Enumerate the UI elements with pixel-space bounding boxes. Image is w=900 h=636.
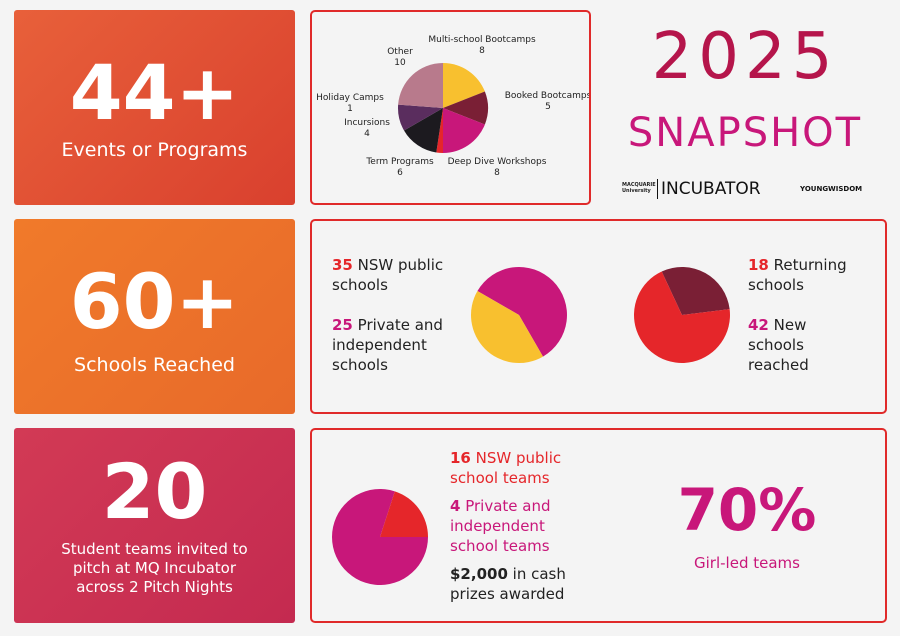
stat-label: Schools Reached [74, 354, 235, 376]
slice-value: 1 [347, 104, 353, 114]
number: 42 [748, 316, 769, 334]
slice-label: Other [387, 47, 413, 57]
stat-tile: 20 Student teams invited to pitch at MQ … [14, 428, 295, 623]
stat-value: 20 [101, 447, 208, 536]
school-type-pie [471, 267, 567, 363]
pie-slice [436, 108, 443, 153]
logo: INCUBATOR [657, 179, 761, 199]
pie-slice [398, 104, 443, 131]
legend-text: 25 Private and independent schools [332, 315, 462, 375]
pie-slice [471, 291, 543, 363]
number: 16 [450, 449, 471, 467]
stat-tile: 60+ Schools Reached [14, 219, 295, 414]
stat-tile: 44+ Events or Programs [14, 10, 295, 205]
stat-label: Events or Programs [61, 139, 248, 161]
label: Returning schools [748, 256, 847, 294]
stat-value: 44+ [69, 48, 240, 137]
legend-text: 18 Returning schools [748, 255, 858, 295]
pie-slice [443, 108, 485, 153]
slice-value: 6 [397, 168, 403, 178]
logo: MACQUARIE University [622, 182, 656, 194]
pie-slice [443, 91, 488, 125]
legend-text: 42 New schools reached [748, 315, 838, 375]
stat-label: Student teams invited to pitch at MQ Inc… [61, 540, 248, 596]
pie-slice [398, 63, 443, 108]
number: $2,000 [450, 565, 508, 583]
label: NSW public schools [332, 256, 444, 294]
slice-label: Multi-school Bootcamps [428, 35, 536, 45]
snapshot: SNAPSHOT [627, 110, 863, 156]
slice-label: Holiday Camps [316, 93, 384, 103]
label: NSW public school teams [450, 449, 562, 487]
pie-slice [443, 63, 485, 108]
slice-label: Term Programs [365, 157, 434, 167]
number: 25 [332, 316, 353, 334]
slice-value: 5 [545, 102, 551, 112]
pie-slice [380, 491, 428, 537]
slice-value: 8 [494, 168, 500, 178]
number: 4 [450, 497, 461, 515]
pie-slice [404, 108, 443, 153]
label: Private and independent school teams [450, 497, 551, 555]
girl-led-value: 70% [677, 476, 817, 544]
year: 2025 [651, 20, 839, 94]
legend-text: 4 Private and independent school teams [450, 496, 570, 556]
pie-slice [661, 267, 730, 315]
legend-text: 35 NSW public schools [332, 255, 462, 295]
slice-label: Incursions [344, 118, 390, 128]
teams-pie [332, 489, 428, 585]
slice-value: 4 [364, 129, 370, 139]
number: 35 [332, 256, 353, 274]
pie-slice [477, 267, 567, 357]
returning-pie [634, 267, 730, 363]
slice-label: Deep Dive Workshops [448, 157, 547, 167]
legend-text: 16 NSW public school teams [450, 448, 590, 488]
logo: YOUNGWISDOM [800, 185, 863, 193]
girl-led-label: Girl-led teams [694, 554, 800, 572]
stat-value: 60+ [69, 257, 240, 346]
schools-box: 35 NSW public schools 25 Private and ind… [310, 219, 887, 414]
events-box: Multi-school Bootcamps 8 Booked Bootcamps 5… [310, 10, 592, 205]
number: 18 [748, 256, 769, 274]
label: Private and independent schools [332, 316, 443, 374]
slice-value: 8 [479, 46, 485, 56]
pie-slice [634, 271, 730, 363]
prize-text: $2,000 in cash prizes awarded [450, 564, 590, 604]
label: in cash prizes awarded [450, 565, 566, 603]
teams-box: 16 NSW public school teams 4 Private and… [310, 428, 887, 623]
label: New schools reached [748, 316, 809, 374]
slice-label: Booked Bootcamps [505, 91, 589, 101]
slice-value: 10 [394, 58, 406, 68]
